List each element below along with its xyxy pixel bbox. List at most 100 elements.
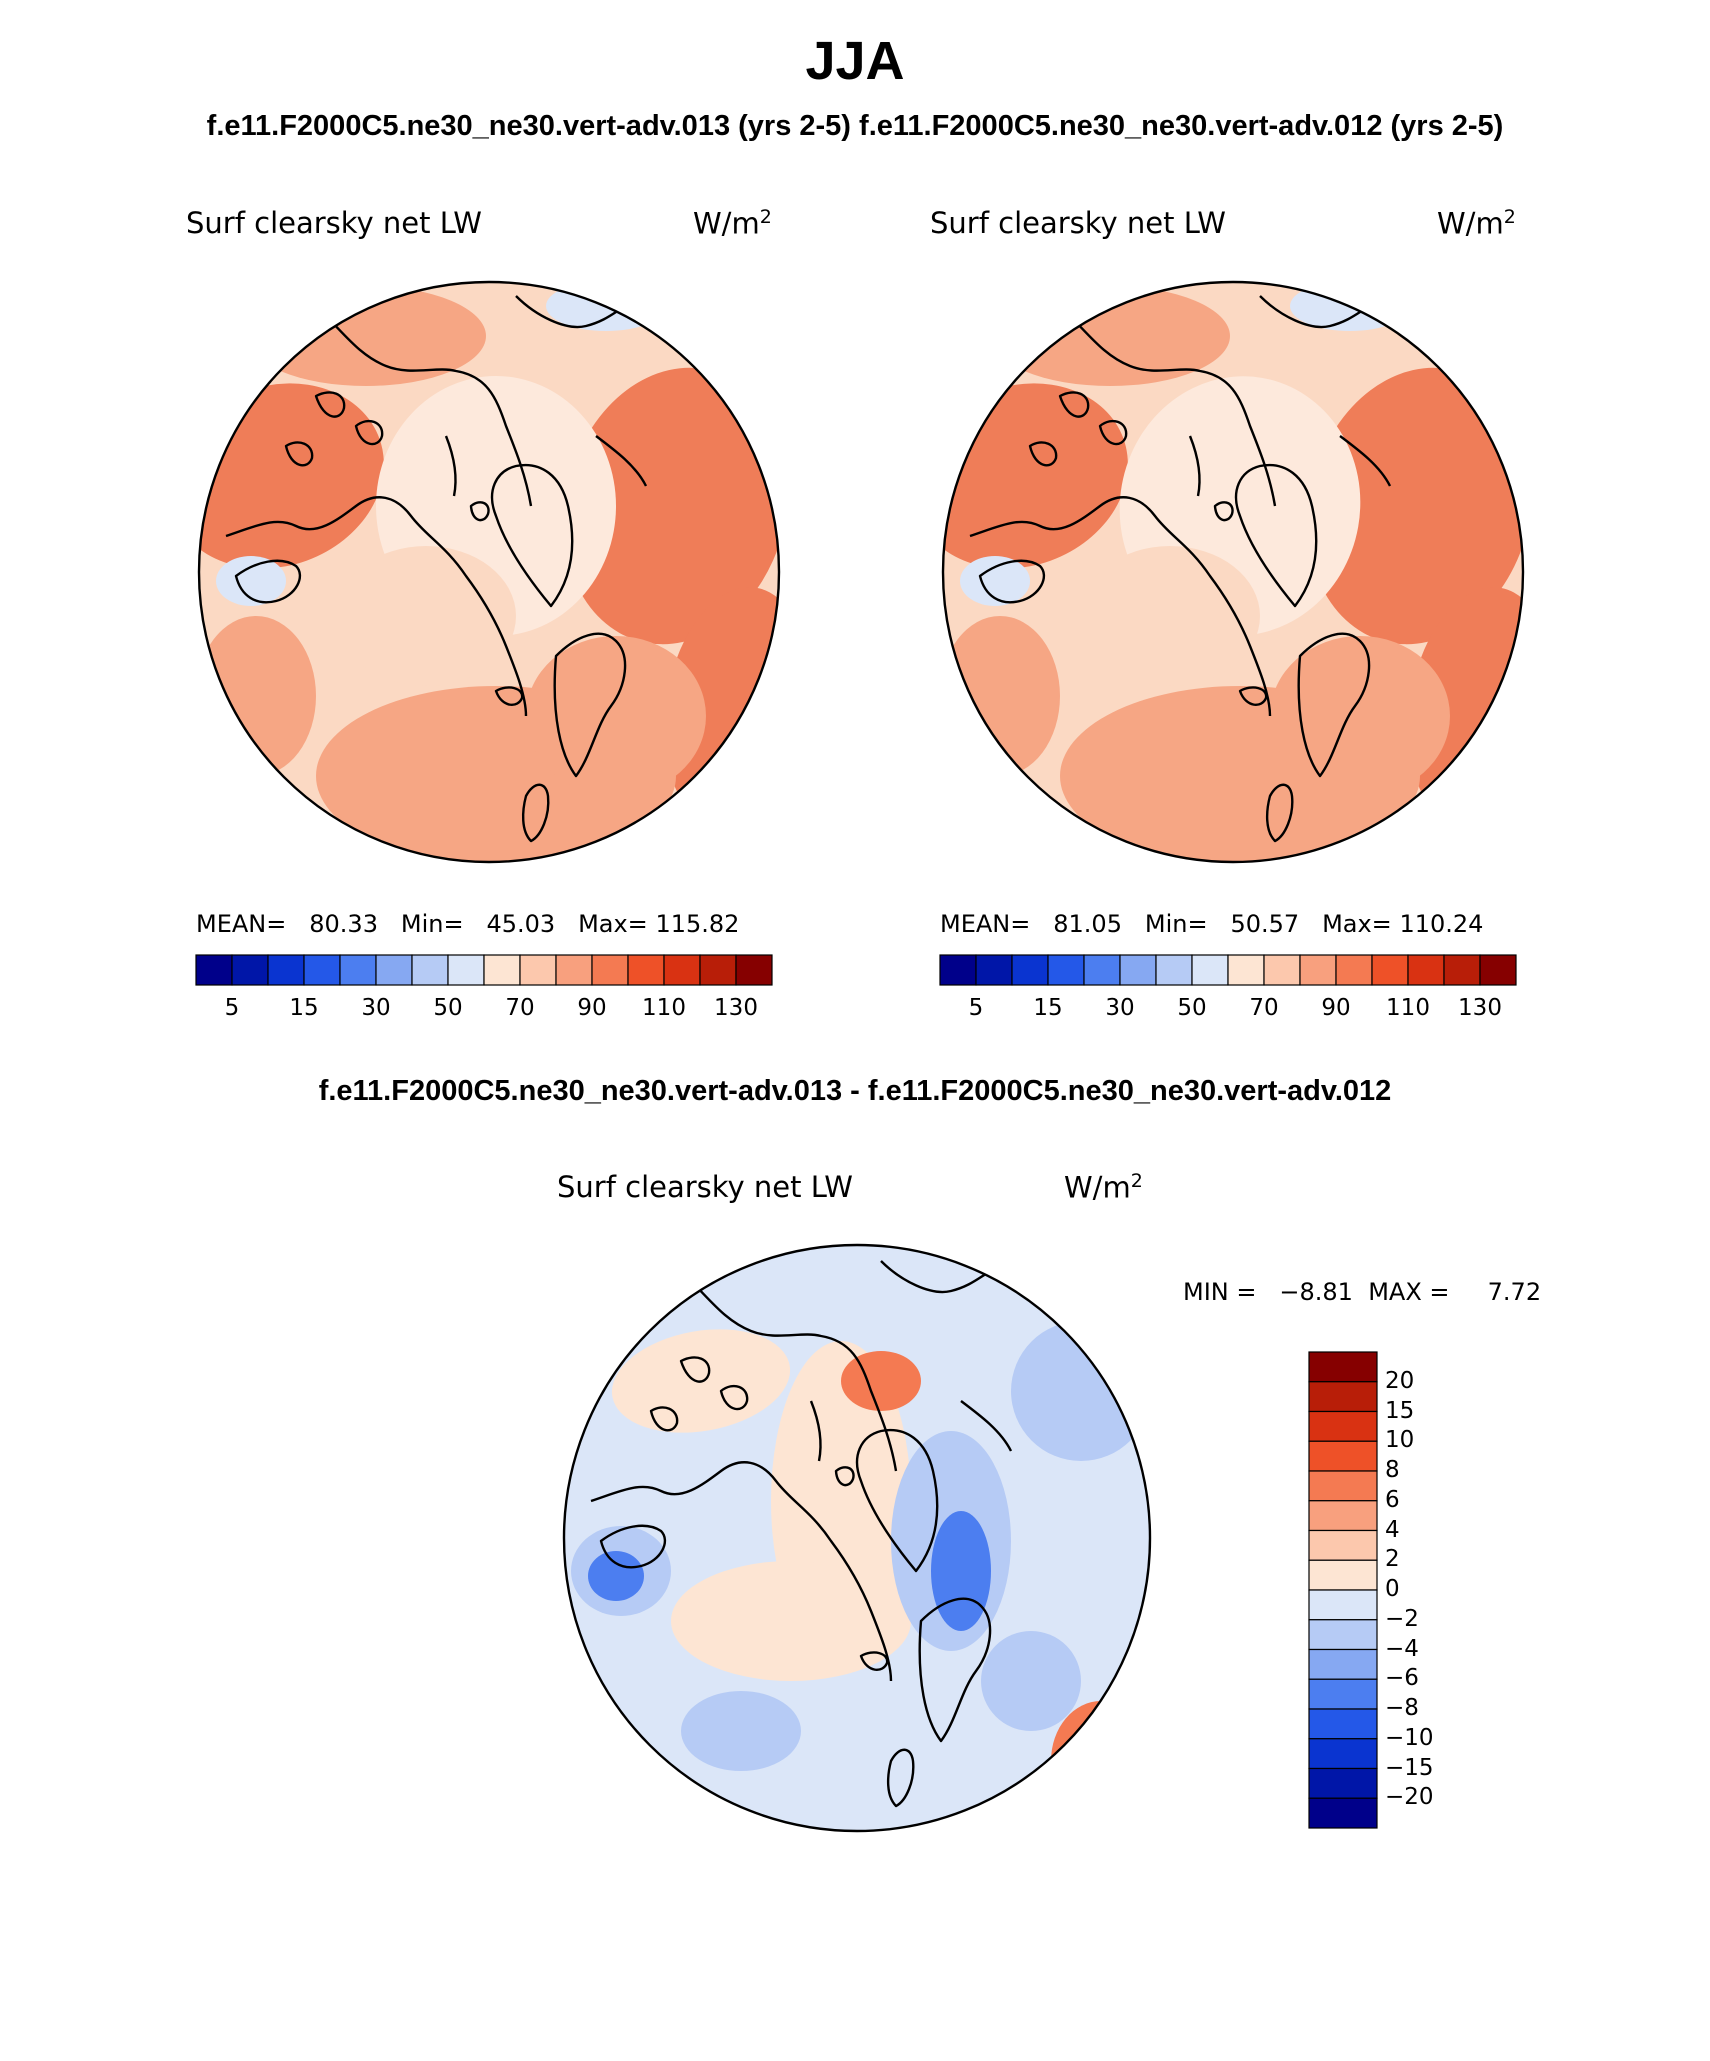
scandinavia-coastline: [918, 1597, 992, 1743]
colorbar-box: [975, 954, 1013, 986]
colorbar-tick-label: 5: [968, 995, 984, 1021]
colorbar-tick-label: 6: [1385, 1486, 1400, 1513]
colorbar-box: [447, 954, 485, 986]
svalbard-coastline: [834, 1466, 855, 1487]
colorbar-tick-label: 50: [433, 995, 463, 1021]
svalbard-coastline: [1213, 501, 1234, 522]
colorbar-box: [591, 954, 629, 986]
colorbar-tick-label: 50: [1177, 995, 1207, 1021]
colorbar-box: [303, 954, 341, 986]
colorbar-tick-label: 15: [1385, 1397, 1415, 1424]
map-boundary: [941, 280, 1525, 864]
panel1-variable-name: Surf clearsky net LW: [186, 206, 482, 240]
north-america-coastline: [590, 1461, 893, 1682]
panel2-stats: MEAN= 81.05 Min= 50.57 Max= 110.24: [940, 910, 1484, 938]
pacific-region: [943, 616, 1060, 776]
panel3-units: W/m2: [1064, 1170, 1143, 1205]
colorbar-box: [1308, 1470, 1378, 1502]
colorbar-box: [1479, 954, 1517, 986]
difference-colorbar: [1308, 1351, 1378, 1829]
colorbar-box: [1308, 1351, 1378, 1383]
colorbar-box: [1308, 1381, 1378, 1413]
arctic-island-coastline: [354, 419, 384, 446]
colorbar-box: [627, 954, 665, 986]
colorbar-tick-label: 110: [642, 995, 686, 1021]
colorbar-box: [1308, 1619, 1378, 1651]
colorbar-tick-label: 2: [1385, 1546, 1400, 1573]
colorbar-box: [1443, 954, 1481, 986]
eurasia-coastline: [325, 315, 533, 507]
colorbar-box: [375, 954, 413, 986]
colorbar-tick-label: 70: [505, 995, 535, 1021]
kamchatka-coastline: [595, 435, 648, 487]
colorbar-box: [1227, 954, 1265, 986]
panel3-variable-name: Surf clearsky net LW: [557, 1170, 853, 1204]
colorbar-box: [1371, 954, 1409, 986]
positive-anomaly-strong: [841, 1351, 921, 1411]
panel2-colorbar-ticks: 5 15 30 50 70 90 110 130: [940, 995, 1516, 1025]
case2-title: f.e11.F2000C5.ne30_ne30.vert-adv.012 (yr…: [859, 110, 1504, 142]
colorbar-box: [1308, 1678, 1378, 1710]
difference-colorbar-ticks: 20 15 10 8 6 4 2 0 −2 −4 −6 −8 −10 −15 −20: [1385, 1352, 1465, 1828]
negative-anomaly: [1011, 1321, 1150, 1461]
colorbar-box: [1308, 1529, 1378, 1561]
hudson-bay-coastline: [234, 559, 302, 604]
colorbar-tick-label: −2: [1385, 1605, 1419, 1632]
negative-anomaly: [981, 1631, 1081, 1731]
hudson-bay-fill: [960, 556, 1030, 606]
panel2-polar-map: [941, 280, 1525, 864]
arctic-island-coastline: [719, 1384, 749, 1411]
arctic-island-coastline: [1058, 391, 1090, 418]
colorbar-tick-label: 90: [577, 995, 607, 1021]
colorbar-tick-label: 70: [1249, 995, 1279, 1021]
map-boundary: [197, 280, 781, 864]
colorbar-tick-label: −15: [1385, 1754, 1434, 1781]
case1-title: f.e11.F2000C5.ne30_ne30.vert-adv.013 (yr…: [206, 110, 851, 142]
eurasia-high: [563, 367, 779, 645]
hudson-bay-fill: [216, 556, 286, 606]
colorbar-tick-label: 15: [1033, 995, 1063, 1021]
iceland-coastline: [494, 686, 524, 706]
positive-anomaly-strong: [1051, 1701, 1150, 1821]
colorbar-box: [1407, 954, 1445, 986]
colorbar-box: [339, 954, 377, 986]
colorbar-box: [1083, 954, 1121, 986]
scandinavia-region: [526, 636, 706, 796]
scandinavia-region: [1270, 636, 1450, 796]
arctic-island-coastline: [284, 441, 314, 467]
colorbar-box: [1047, 954, 1085, 986]
svalbard-coastline: [469, 501, 490, 522]
scandinavia-coastline: [553, 632, 627, 778]
panel1-units: W/m2: [693, 206, 772, 241]
north-america-coastline: [969, 496, 1272, 717]
colorbar-box: [267, 954, 305, 986]
colorbar-box: [231, 954, 269, 986]
colorbar-box: [195, 954, 233, 986]
difference-minmax: MIN = −8.81 MAX = 7.72: [1183, 1278, 1542, 1306]
colorbar-box: [1308, 1589, 1378, 1621]
colorbar-tick-label: −4: [1385, 1635, 1419, 1662]
colorbar-box: [1308, 1708, 1378, 1740]
eurasia-coastline: [690, 1280, 898, 1472]
greenland-region: [336, 546, 516, 686]
colorbar-box: [1308, 1797, 1378, 1829]
colorbar-box: [1299, 954, 1337, 986]
kamchatka-coastline: [960, 1400, 1013, 1452]
colorbar-box: [1155, 954, 1193, 986]
colorbar-box: [1308, 1767, 1378, 1799]
colorbar-box: [1308, 1440, 1378, 1472]
negative-anomaly: [681, 1691, 801, 1771]
colorbar-box: [555, 954, 593, 986]
alaska-coastline: [880, 1260, 992, 1294]
arctic-island-coastline: [314, 391, 346, 418]
difference-title: f.e11.F2000C5.ne30_ne30.vert-adv.013 - f…: [318, 1075, 1392, 1107]
positive-anomaly: [671, 1561, 911, 1681]
greenland-coastline: [490, 463, 574, 608]
difference-polar-map: [562, 1243, 1152, 1833]
colorbar-box: [411, 954, 449, 986]
colorbar-box: [735, 954, 773, 986]
colorbar-tick-label: 0: [1385, 1576, 1400, 1602]
arctic-island-coastline: [679, 1356, 711, 1383]
colorbar-tick-label: 110: [1386, 995, 1430, 1021]
colorbar-tick-label: 130: [714, 995, 758, 1021]
